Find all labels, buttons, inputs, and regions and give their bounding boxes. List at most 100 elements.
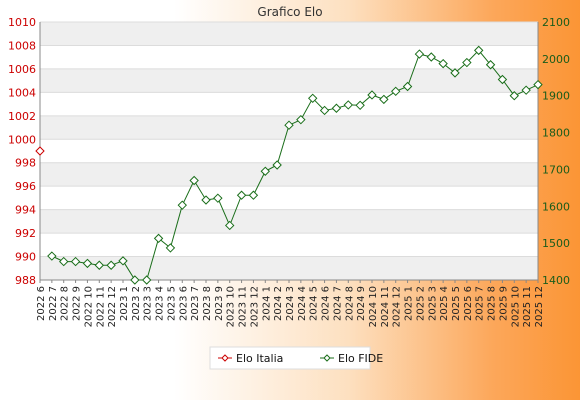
left-y-axis: 988 990 992 994 996 998 1000 1002 1004 1006 1008 10… bbox=[8, 16, 36, 287]
data-point bbox=[118, 256, 128, 266]
data-point bbox=[521, 85, 531, 95]
x-tick-label: 2025 8 bbox=[487, 286, 498, 321]
data-point bbox=[130, 275, 140, 285]
data-point bbox=[497, 74, 508, 85]
data-point bbox=[284, 120, 294, 130]
x-tick-label: 2025 9 bbox=[498, 286, 509, 321]
data-point bbox=[391, 86, 401, 96]
plot-background bbox=[40, 22, 538, 280]
series-elo-fide bbox=[47, 45, 543, 285]
data-point bbox=[165, 243, 176, 253]
x-tick-label: 2024 10 bbox=[368, 286, 379, 327]
plot-area bbox=[40, 22, 538, 280]
data-point bbox=[177, 200, 187, 210]
legend-item[interactable]: Elo Italia bbox=[218, 352, 283, 365]
y-right-tick-label: 1400 bbox=[542, 274, 570, 287]
grid-band bbox=[40, 162, 538, 187]
y-left-tick-label: 998 bbox=[15, 157, 36, 170]
chart-title: Grafico Elo bbox=[257, 5, 322, 19]
x-tick-label: 2024 3 bbox=[285, 286, 296, 321]
y-right-tick-label: 1900 bbox=[542, 90, 570, 103]
y-right-tick-label: 1800 bbox=[542, 127, 570, 140]
y-left-tick-label: 1002 bbox=[8, 110, 36, 123]
x-tick-label: 2022 8 bbox=[60, 286, 71, 321]
data-point bbox=[82, 258, 93, 269]
x-tick-label: 2023 8 bbox=[202, 286, 213, 321]
grid-band bbox=[40, 22, 538, 46]
data-point bbox=[153, 233, 164, 244]
y-right-tick-label: 2000 bbox=[542, 53, 570, 66]
x-tick-label: 2024 11 bbox=[380, 286, 391, 327]
data-point bbox=[94, 260, 104, 270]
x-tick-label: 2025 4 bbox=[439, 286, 450, 321]
x-tick-label: 2025 10 bbox=[510, 286, 521, 327]
x-tick-label: 2024 7 bbox=[332, 286, 343, 321]
data-point bbox=[106, 260, 116, 270]
data-point bbox=[462, 57, 472, 68]
x-tick-label: 2025 3 bbox=[427, 286, 438, 321]
legend-label: Elo Italia bbox=[236, 352, 283, 365]
x-tick-label: 2024 12 bbox=[392, 286, 403, 327]
legend[interactable]: Elo Italia Elo FIDE bbox=[209, 346, 383, 370]
x-tick-label: 2022 12 bbox=[107, 286, 118, 327]
x-tick-label: 2023 2 bbox=[131, 286, 142, 321]
data-point bbox=[355, 100, 365, 111]
data-point bbox=[485, 60, 496, 70]
legend-box bbox=[209, 346, 371, 370]
x-tick-label: 2024 6 bbox=[321, 286, 332, 321]
y-left-tick-label: 996 bbox=[15, 180, 36, 193]
x-tick-label: 2022 9 bbox=[72, 286, 83, 321]
data-point bbox=[213, 193, 223, 203]
legend-item[interactable]: Elo FIDE bbox=[320, 352, 383, 365]
right-y-axis: 1400 1500 1600 1700 1800 1900 2000 2100 bbox=[542, 16, 570, 287]
y-right-tick-label: 2100 bbox=[542, 16, 570, 29]
x-tick-label: 2025 12 bbox=[534, 286, 545, 327]
x-tick-label: 2023 6 bbox=[178, 286, 189, 321]
y-right-tick-label: 1500 bbox=[542, 237, 570, 250]
data-point bbox=[533, 79, 543, 90]
y-left-tick-label: 1000 bbox=[8, 133, 36, 146]
x-tick-label: 2024 8 bbox=[344, 286, 355, 321]
x-tick-label: 2022 7 bbox=[48, 286, 59, 321]
data-point bbox=[35, 146, 45, 156]
y-left-tick-label: 1008 bbox=[8, 39, 36, 52]
data-point bbox=[450, 68, 460, 78]
y-left-tick-label: 1010 bbox=[8, 16, 36, 29]
y-right-tick-label: 1600 bbox=[542, 200, 570, 213]
legend-swatch-marker bbox=[323, 354, 331, 362]
data-point bbox=[248, 190, 259, 200]
data-point bbox=[142, 275, 152, 285]
x-tick-label: 2023 4 bbox=[155, 286, 166, 321]
x-tick-label: 2024 4 bbox=[297, 286, 308, 321]
x-tick-label: 2023 10 bbox=[226, 286, 237, 327]
x-tick-label: 2023 1 bbox=[119, 286, 130, 321]
data-point bbox=[426, 52, 436, 62]
data-point bbox=[308, 93, 318, 104]
x-tick-label: 2025 5 bbox=[451, 286, 462, 321]
data-point bbox=[331, 103, 342, 113]
y-left-tick-label: 990 bbox=[15, 251, 36, 264]
data-point bbox=[367, 90, 377, 100]
data-point bbox=[379, 94, 389, 105]
x-tick-label: 2023 9 bbox=[214, 286, 225, 321]
x-tick-label: 2022 11 bbox=[95, 286, 106, 327]
y-left-tick-label: 992 bbox=[15, 227, 36, 240]
x-tick-label: 2023 3 bbox=[143, 286, 154, 321]
y-right-tick-label: 1700 bbox=[542, 163, 570, 176]
x-tick-label: 2023 5 bbox=[166, 286, 177, 321]
grid-band bbox=[40, 209, 538, 234]
y-left-tick-label: 988 bbox=[15, 274, 36, 287]
legend-label: Elo FIDE bbox=[338, 352, 383, 365]
data-point bbox=[414, 49, 425, 59]
data-point bbox=[260, 166, 270, 176]
series-elo-italia bbox=[35, 146, 45, 156]
x-tick-label: 2024 9 bbox=[356, 286, 367, 321]
data-point bbox=[402, 81, 413, 92]
x-tick-label: 2025 7 bbox=[475, 286, 486, 321]
x-tick-label: 2023 11 bbox=[238, 286, 249, 327]
series-layer bbox=[35, 45, 543, 285]
x-tick-label: 2022 10 bbox=[83, 286, 94, 327]
x-tick-label: 2023 12 bbox=[249, 286, 260, 327]
